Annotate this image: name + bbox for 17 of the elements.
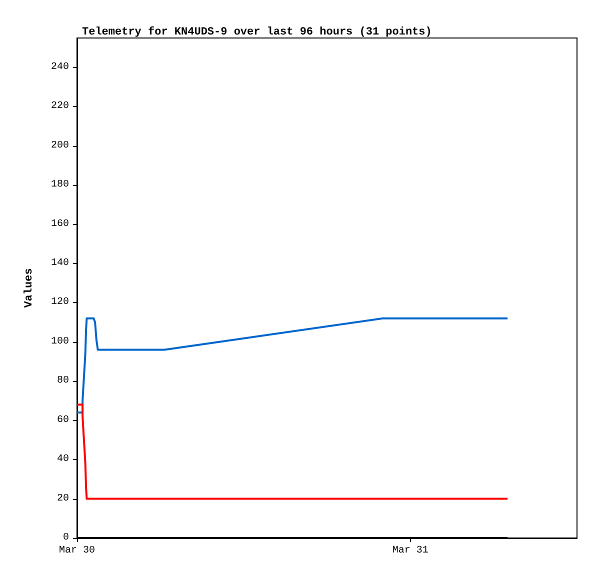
y-tick-label: 220 [50, 101, 69, 112]
y-tick-label: 240 [50, 62, 69, 73]
y-tick-label: 0 [62, 532, 69, 544]
y-axis-title: Values [24, 268, 36, 308]
y-tick-label: 100 [50, 336, 69, 348]
y-tick-label: 120 [50, 297, 69, 308]
y-tick-label: 60 [56, 414, 69, 426]
y-tick-label: 200 [50, 140, 69, 152]
y-tick-label: 180 [50, 180, 69, 191]
x-tick-label: Mar 31 [392, 546, 428, 556]
y-tick-label: 20 [56, 493, 69, 504]
y-tick-label: 160 [50, 218, 69, 230]
chart-title: Telemetry for KN4UDS-9 over last 96 hours (31 points) [82, 26, 432, 38]
y-tick-label: 80 [56, 376, 69, 387]
x-tick-label: Mar 30 [58, 546, 96, 556]
y-tick-label: 40 [56, 454, 69, 466]
y-tick-label: 140 [50, 258, 69, 269]
